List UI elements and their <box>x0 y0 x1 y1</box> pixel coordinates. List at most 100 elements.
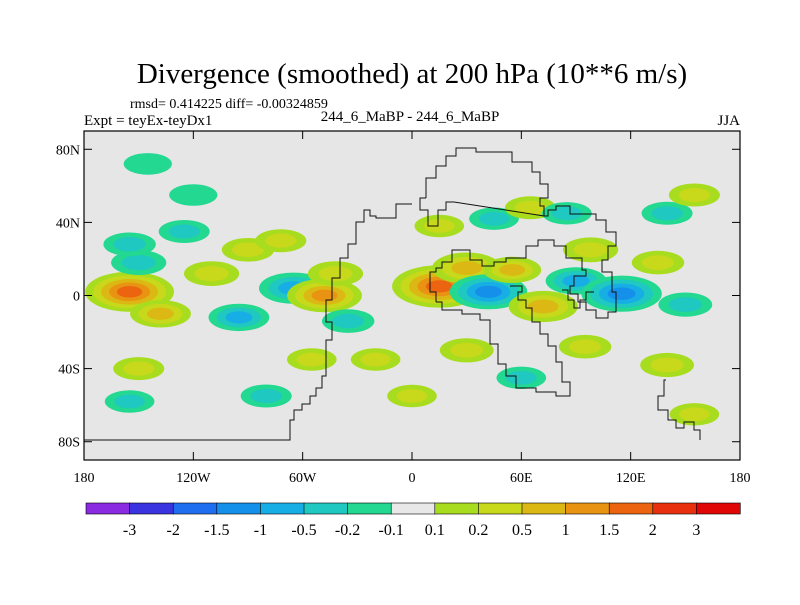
contour-level <box>296 352 328 367</box>
anomaly <box>449 274 528 310</box>
colorbar-swatch <box>608 502 654 515</box>
contour-level <box>265 233 297 248</box>
contour-level <box>562 274 590 287</box>
contour-level <box>478 211 510 226</box>
colorbar-swatch <box>172 502 218 515</box>
anomaly <box>307 261 364 286</box>
colorbar-swatch <box>216 502 262 515</box>
anomaly <box>287 348 337 371</box>
contour-level <box>231 242 265 258</box>
center-subtitle: 244_6_MaBP - 244_6_MaBP <box>321 109 500 125</box>
y-axis: 80N 40N 0 40S 80S <box>56 143 740 451</box>
contour-level <box>424 219 455 233</box>
x-tick-label: 120E <box>616 471 646 486</box>
contour-level <box>678 187 711 203</box>
coastlines <box>84 147 701 441</box>
anomaly <box>113 357 165 381</box>
anomaly <box>581 275 662 312</box>
colorbar-swatch <box>565 502 610 515</box>
colorbar-label: 2 <box>649 522 657 539</box>
contour-level <box>650 357 684 373</box>
anomaly <box>496 366 547 389</box>
coastline-australia <box>657 379 701 440</box>
anomaly <box>130 300 191 328</box>
colorbar-swatch <box>85 502 131 515</box>
anomaly <box>158 220 210 243</box>
colorbar-swatch <box>129 502 174 515</box>
contour-level <box>569 339 602 355</box>
contour-level <box>425 280 453 293</box>
anomaly <box>350 348 401 371</box>
anomaly <box>558 334 612 359</box>
anomaly <box>669 403 720 426</box>
contour-level <box>475 285 502 298</box>
anomaly <box>563 237 619 263</box>
left-subtitle: Expt = teyEx-teyDx1 <box>84 113 212 129</box>
contour-level <box>396 389 428 403</box>
stats-text: rmsd= 0.414225 diff= -0.00324859 <box>130 97 328 112</box>
colorbar-label: -0.1 <box>379 522 404 539</box>
anomaly <box>469 207 519 230</box>
contour-level <box>527 299 559 314</box>
contour-level <box>641 255 675 270</box>
contour-level <box>318 266 353 282</box>
colorbar-swatch <box>390 502 436 515</box>
colorbar-label: 0.1 <box>425 522 445 539</box>
colorbar: -3 -2 -1.5 -1 -0.5 -0.2 -0.1 0.1 0.2 0.5 1 1.5 2 3 <box>85 502 741 539</box>
contour-level <box>121 255 156 271</box>
anomaly <box>387 384 437 408</box>
coastline-africa <box>436 285 571 397</box>
anomaly <box>287 278 362 313</box>
x-tick-label: 120W <box>176 471 211 486</box>
contour-level <box>607 287 636 301</box>
colorbar-label: -2 <box>167 522 180 539</box>
anomaly <box>641 201 693 225</box>
colorbar-label: -1.5 <box>204 522 229 539</box>
anomaly <box>439 338 494 363</box>
contour-level <box>668 297 702 312</box>
anomaly <box>542 202 592 225</box>
colorbar-swatch <box>521 502 567 515</box>
colorbar-swatch <box>260 502 305 515</box>
colorbar-swatch <box>434 502 479 515</box>
anomaly <box>184 261 240 286</box>
contour-level <box>194 266 229 282</box>
anomaly <box>668 183 720 207</box>
contour-level <box>499 264 526 276</box>
colorbar-swatch <box>303 502 349 515</box>
colorbar-label: -0.5 <box>291 522 316 539</box>
contour-level <box>113 237 146 252</box>
contour-field <box>85 153 720 426</box>
contour-level <box>360 352 391 367</box>
anomaly <box>322 309 375 333</box>
contour-level <box>114 394 145 409</box>
anomaly <box>432 252 502 284</box>
anomaly <box>483 256 542 283</box>
contour-level <box>679 407 710 422</box>
chart-title: Divergence (smoothed) at 200 hPa (10**6 … <box>137 58 687 90</box>
contour-level <box>250 388 282 404</box>
x-tick-label: 0 <box>409 471 416 486</box>
contour-level <box>451 261 483 275</box>
y-tick-label: 40N <box>56 216 80 231</box>
y-tick-label: 80N <box>56 143 80 158</box>
colorbar-label: 3 <box>692 522 700 539</box>
right-subtitle: JJA <box>717 113 740 129</box>
y-tick-label: 40S <box>58 363 80 378</box>
anomaly <box>103 232 156 257</box>
anomaly <box>508 290 578 323</box>
x-axis: 180 120W 60W 0 60E 120E 180 <box>74 131 751 486</box>
contour-level <box>116 286 143 298</box>
contour-level <box>506 370 537 385</box>
colorbar-label: -3 <box>123 522 136 539</box>
y-tick-label: 0 <box>73 290 80 305</box>
coastline-americas <box>84 203 412 441</box>
x-tick-label: 60W <box>289 471 317 486</box>
anomaly <box>658 292 713 317</box>
colorbar-label: -0.2 <box>335 522 360 539</box>
x-tick-label: 60E <box>510 471 533 486</box>
contour-level <box>450 342 484 358</box>
colorbar-label: 1 <box>562 522 570 539</box>
contour-level <box>551 206 583 221</box>
